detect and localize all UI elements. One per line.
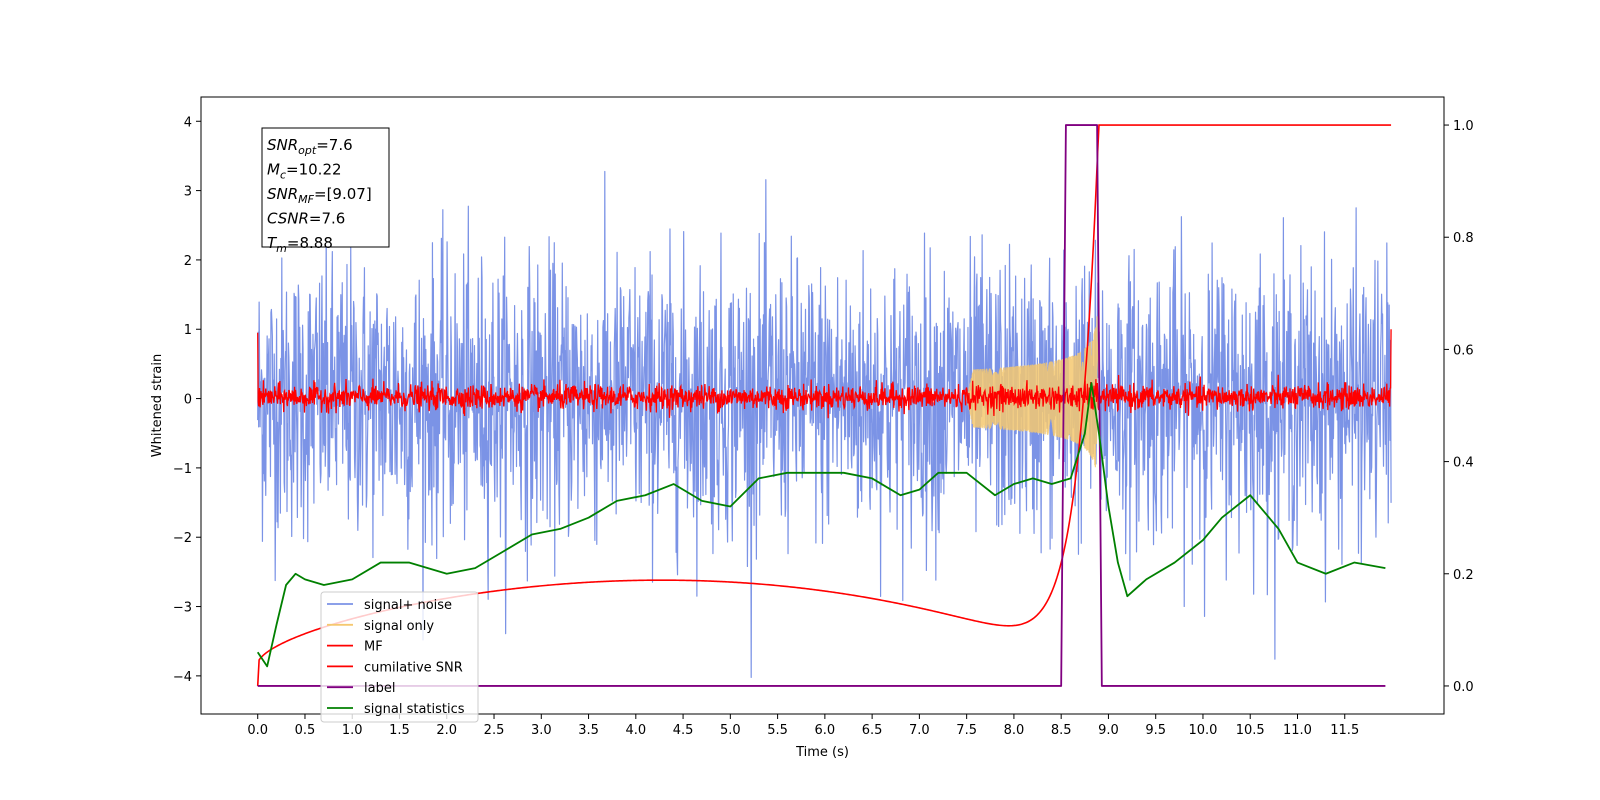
series-mf (257, 329, 1392, 419)
x-tick-label: 5.0 (720, 723, 741, 738)
info-value: =7.6 (309, 210, 345, 228)
info-symbol: M (267, 161, 280, 179)
info-symbol: SNR (267, 136, 298, 154)
info-line: SNRMF=[9.07] (267, 185, 372, 206)
info-subscript: opt (298, 144, 317, 157)
x-axis-label: Time (s) (795, 745, 849, 760)
x-tick-label: 3.0 (531, 723, 552, 738)
info-line: SNRopt=7.6 (267, 136, 353, 157)
x-tick-label: 0.5 (295, 723, 316, 738)
x-tick-label: 11.0 (1283, 723, 1312, 738)
x-tick-label: 6.0 (815, 723, 836, 738)
legend-label: signal only (364, 619, 434, 634)
y-right-tick-label: 0.4 (1453, 456, 1474, 471)
info-line: Mc=10.22 (267, 161, 342, 182)
y-right-tick-label: 0.2 (1453, 568, 1474, 583)
legend-label: MF (364, 640, 383, 655)
y-tick-label: −4 (173, 670, 192, 685)
x-tick-label: 2.5 (484, 723, 505, 738)
x-tick-label: 9.0 (1098, 723, 1119, 738)
x-tick-label: 3.5 (578, 723, 599, 738)
series-signal-statistics (256, 382, 1386, 668)
info-value: =[9.07] (314, 185, 372, 203)
x-tick-label: 6.5 (862, 723, 883, 738)
x-tick-label: 8.0 (1004, 723, 1025, 738)
y-tick-label: 0 (184, 393, 192, 408)
legend-label: label (364, 681, 395, 696)
legend-label: signal statistics (364, 702, 465, 717)
info-value: =10.22 (286, 161, 342, 179)
y-tick-label: −1 (173, 462, 192, 477)
x-tick-label: 11.5 (1330, 723, 1359, 738)
y-right-tick-label: 0.6 (1453, 343, 1474, 358)
info-value: =7.6 (316, 136, 352, 154)
info-subscript: c (280, 169, 286, 182)
y-right-tick-label: 0.8 (1453, 231, 1474, 246)
info-value: =8.88 (287, 234, 333, 252)
info-symbol: SNR (267, 185, 298, 203)
x-tick-label: 8.5 (1051, 723, 1072, 738)
series-signal-noise (257, 170, 1392, 678)
info-subscript: MF (298, 193, 314, 206)
legend-label: cumilative SNR (364, 660, 463, 675)
x-tick-label: 0.0 (247, 723, 268, 738)
x-tick-label: 1.5 (389, 723, 410, 738)
y-right-tick-label: 0.0 (1453, 680, 1474, 695)
legend-box (320, 591, 479, 723)
info-box (261, 127, 390, 248)
plot-frame (200, 96, 1445, 715)
x-tick-label: 9.5 (1145, 723, 1166, 738)
x-tick-label: 4.5 (673, 723, 694, 738)
x-tick-label: 2.0 (436, 723, 457, 738)
x-tick-label: 7.5 (956, 723, 977, 738)
y-tick-label: 1 (184, 323, 192, 338)
info-subscript: m (276, 242, 287, 255)
x-tick-label: 4.0 (625, 723, 646, 738)
y-tick-label: 2 (184, 254, 192, 269)
y-tick-label: 3 (184, 185, 192, 200)
y-axis-label: Whitened strain (150, 354, 165, 457)
info-symbol: CSNR (267, 210, 309, 228)
y-tick-label: −3 (173, 601, 192, 616)
y-tick-label: 4 (184, 115, 192, 130)
x-tick-label: 7.0 (909, 723, 930, 738)
y-tick-label: −2 (173, 531, 192, 546)
legend-label: signal+ noise (364, 598, 452, 613)
info-line: CSNR=7.6 (267, 210, 345, 228)
x-tick-label: 10.5 (1236, 723, 1265, 738)
x-tick-label: 5.5 (767, 723, 788, 738)
info-symbol: T (267, 234, 278, 252)
y-right-tick-label: 1.0 (1453, 119, 1474, 134)
info-line: Tm=8.88 (267, 234, 333, 255)
x-tick-label: 10.0 (1188, 723, 1217, 738)
series-label (257, 124, 1386, 687)
x-tick-label: 1.0 (342, 723, 363, 738)
